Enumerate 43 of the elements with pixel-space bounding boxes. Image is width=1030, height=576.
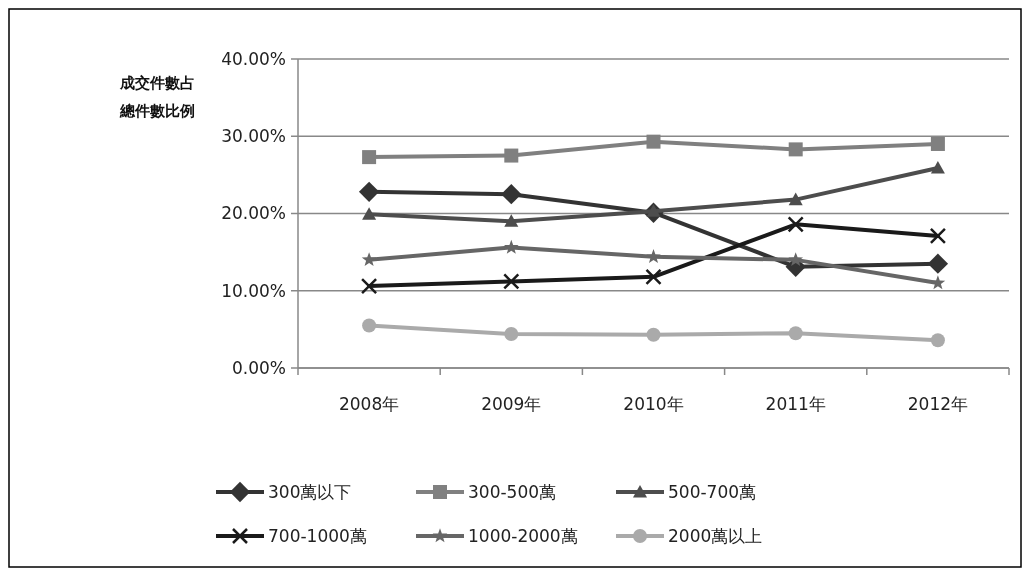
legend-label: 1000-2000萬 — [468, 525, 578, 546]
point — [360, 277, 378, 295]
point — [501, 184, 522, 205]
legend-label: 300萬以下 — [268, 481, 352, 502]
point — [645, 268, 662, 286]
y-tick-label: 30.00% — [221, 126, 286, 147]
point — [788, 192, 803, 206]
point — [362, 150, 377, 165]
point — [503, 239, 519, 254]
point — [929, 227, 947, 245]
point — [646, 327, 661, 342]
legend-label: 500-700萬 — [668, 481, 757, 502]
x-tick-label: 2008年 — [338, 394, 400, 414]
y-tick-label: 40.00% — [221, 48, 286, 69]
legend-label: 2000萬以上 — [668, 525, 763, 546]
point — [504, 214, 519, 227]
point — [927, 253, 949, 274]
point — [503, 273, 520, 290]
point — [930, 136, 945, 151]
x-tick-label: 2009年 — [481, 394, 542, 414]
x-tick-label: 2010年 — [623, 394, 684, 414]
point — [504, 148, 519, 163]
point — [787, 216, 804, 233]
point — [362, 318, 377, 333]
legend-label: 700-1000萬 — [268, 525, 367, 546]
point — [362, 207, 377, 220]
legend-label: 300-500萬 — [468, 481, 557, 502]
point — [788, 252, 804, 267]
x-tick-label: 2012年 — [907, 394, 969, 414]
point — [361, 252, 377, 267]
point — [358, 181, 380, 203]
point — [930, 160, 945, 174]
y-tick-label: 0.00% — [231, 357, 286, 378]
point — [504, 327, 519, 342]
x-tick-label: 2011年 — [765, 394, 826, 414]
point — [788, 142, 803, 157]
y-tick-label: 10.00% — [221, 280, 286, 301]
point — [646, 134, 661, 149]
point — [646, 249, 661, 263]
point — [930, 333, 945, 348]
y-tick-label: 20.00% — [221, 203, 286, 224]
point — [788, 326, 803, 341]
y-axis-title: 成交件數占總件數比例 — [119, 74, 195, 120]
